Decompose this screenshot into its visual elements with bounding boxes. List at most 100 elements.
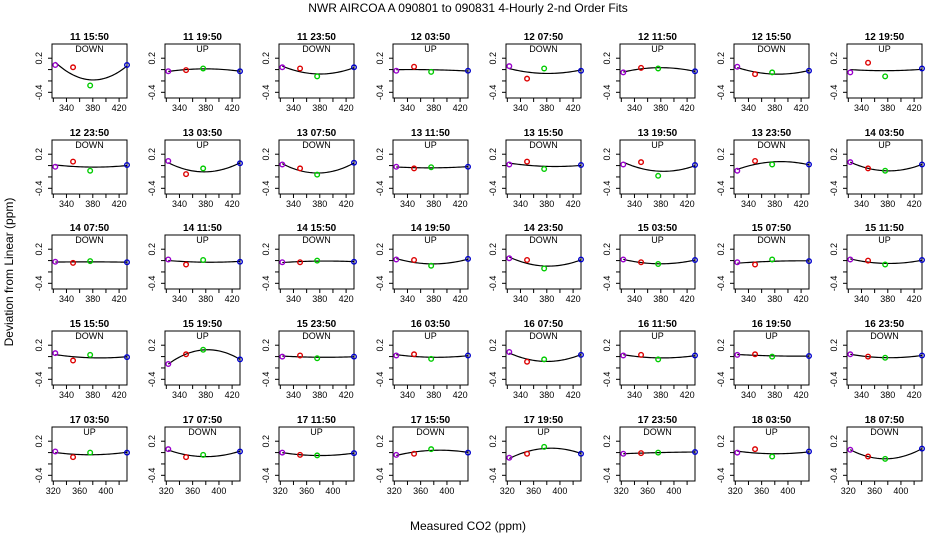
data-point	[351, 450, 358, 457]
fit-curve	[55, 353, 128, 359]
x-tick-label: 340	[172, 294, 187, 304]
x-tick-label: 420	[339, 103, 354, 113]
y-tick-label: 0.2	[716, 243, 726, 256]
x-tick-label: 380	[653, 390, 668, 400]
data-point	[524, 75, 531, 82]
panel-direction: DOWN	[302, 140, 331, 150]
x-tick-label: 420	[339, 390, 354, 400]
panel-title: 12 03:50	[411, 32, 451, 43]
fit-curve	[623, 258, 696, 265]
fit-curve	[850, 68, 923, 72]
data-point	[919, 65, 926, 72]
x-tick-label: 380	[767, 390, 782, 400]
x-tick-label: 380	[85, 103, 100, 113]
y-tick-label: -0.4	[488, 468, 498, 484]
x-tick-label: 340	[513, 199, 528, 209]
data-point	[465, 163, 472, 170]
panel-direction: UP	[424, 235, 437, 245]
panel-direction: UP	[651, 235, 664, 245]
x-tick-label: 340	[59, 390, 74, 400]
panel-direction: UP	[196, 44, 209, 54]
panel-direction: DOWN	[529, 331, 558, 341]
x-tick-label: 340	[286, 390, 301, 400]
panel-frame	[164, 330, 241, 386]
data-point	[752, 446, 759, 453]
fit-curve	[282, 65, 355, 75]
data-point	[236, 448, 243, 455]
panel-direction: UP	[424, 331, 437, 341]
x-tick-label: 360	[640, 486, 655, 496]
data-point	[578, 351, 585, 358]
y-axis-label: Deviation from Linear (ppm)	[2, 198, 16, 347]
panel-frame	[278, 426, 355, 482]
y-tick-label: -0.4	[829, 85, 839, 101]
fit-curve	[396, 449, 469, 457]
y-tick-label: 0.2	[829, 339, 839, 352]
data-point	[541, 356, 548, 363]
figure-title: NWR AIRCOA A 090801 to 090831 4-Hourly 2…	[308, 1, 628, 15]
data-point	[279, 259, 286, 266]
panel-frame	[51, 426, 128, 482]
panel-direction: UP	[878, 140, 891, 150]
data-point	[200, 346, 207, 353]
data-point	[200, 165, 207, 172]
data-point	[655, 172, 662, 179]
x-tick-label: 380	[426, 103, 441, 113]
data-point	[882, 73, 889, 80]
panel-title: 13 11:50	[411, 128, 450, 139]
y-tick-label: -0.4	[147, 372, 157, 388]
panel-title: 15 03:50	[638, 223, 678, 234]
x-tick-label: 420	[453, 390, 468, 400]
panel-direction: UP	[765, 331, 778, 341]
panel-direction: UP	[196, 140, 209, 150]
data-point	[524, 358, 531, 365]
data-point	[70, 454, 77, 461]
y-tick-label: -0.4	[602, 276, 612, 292]
x-tick-label: 380	[198, 199, 213, 209]
panel-title: 14 19:50	[411, 223, 451, 234]
y-tick-label: -0.4	[375, 181, 385, 197]
x-tick-label: 380	[539, 294, 554, 304]
x-tick-label: 360	[867, 486, 882, 496]
fit-curve	[168, 162, 241, 173]
panel-title: 16 11:50	[638, 319, 677, 330]
x-tick-label: 380	[767, 103, 782, 113]
panel-title: 12 23:50	[70, 128, 110, 139]
data-point	[236, 356, 243, 363]
panel-direction: UP	[424, 140, 437, 150]
data-point	[865, 453, 872, 460]
x-tick-label: 340	[172, 199, 187, 209]
panel-title: 16 19:50	[752, 319, 792, 330]
data-point	[236, 258, 243, 265]
panel-direction: UP	[765, 427, 778, 437]
data-point	[524, 158, 531, 165]
data-point	[428, 68, 435, 75]
panel-title: 17 11:50	[297, 415, 336, 426]
fit-curve	[850, 353, 923, 359]
data-point	[123, 162, 130, 169]
x-tick-label: 420	[225, 199, 240, 209]
panel-direction: UP	[651, 331, 664, 341]
fit-curve	[396, 166, 469, 169]
panel-title: 17 23:50	[638, 415, 678, 426]
x-tick-label: 320	[387, 486, 402, 496]
fit-curve	[509, 68, 582, 75]
panel-direction: DOWN	[757, 44, 786, 54]
panel-title: 14 11:50	[183, 223, 222, 234]
data-point	[297, 65, 304, 72]
y-tick-label: 0.2	[34, 148, 44, 161]
x-tick-label: 420	[339, 199, 354, 209]
x-tick-label: 360	[526, 486, 541, 496]
data-point	[847, 69, 854, 76]
x-tick-label: 380	[539, 390, 554, 400]
y-tick-label: -0.4	[602, 372, 612, 388]
data-point	[411, 450, 418, 457]
x-tick-label: 420	[907, 103, 922, 113]
